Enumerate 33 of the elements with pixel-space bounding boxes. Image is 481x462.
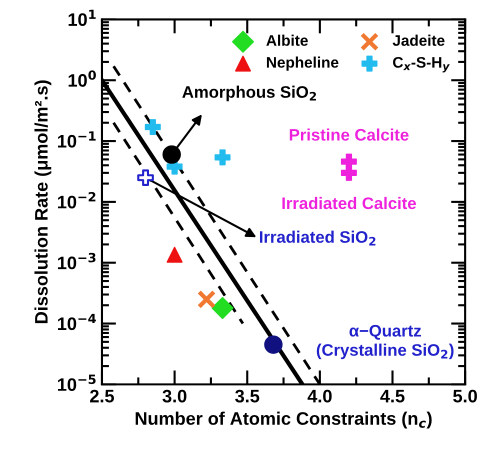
- annotation: Amorphous SiO$_{2}$: [182, 86, 316, 102]
- annotation: Irradiated SiO$_{2}$: [260, 230, 376, 246]
- point: [340, 164, 357, 181]
- x-tick-label: 3.5: [235, 390, 260, 403]
- point: [144, 119, 161, 136]
- legend-label: C$_{x}$-S-H$_{y}$: [393, 56, 450, 72]
- point: [197, 290, 216, 309]
- y-tick-label: 10$^{0}$: [68, 70, 96, 87]
- annotation: Irradiated Calcite: [282, 196, 416, 210]
- y-tick-label: 10$^{−3}$: [58, 252, 96, 270]
- y-tick-label: 10$^{−5}$: [58, 374, 96, 391]
- point: [214, 149, 231, 166]
- annotation: Pristine Calcite: [290, 128, 409, 141]
- x-tick-label: 4.0: [308, 390, 332, 403]
- y-tick-label: 10$^{−4}$: [58, 314, 96, 330]
- x-tick-label: 5.0: [453, 390, 477, 403]
- legend-label: Jadeite: [392, 34, 445, 46]
- point: [162, 145, 181, 164]
- x-axis-title: Number of Atomic Constraints (n$_{c}$): [136, 412, 432, 428]
- x-tick-label: 4.5: [380, 390, 405, 403]
- annotation: α−Quartz (Crystalline SiO$_{2}$): [316, 324, 454, 360]
- x-tick-label: 3.0: [162, 390, 186, 403]
- point: [264, 335, 283, 354]
- point: [166, 246, 183, 263]
- x-tick-label: 2.5: [90, 390, 114, 403]
- point: [137, 169, 154, 186]
- legend-label: Albite: [266, 34, 308, 46]
- legend-label: Nepheline: [266, 56, 338, 71]
- y-tick-label: 10$^{1}$: [68, 10, 96, 26]
- point: [212, 297, 234, 320]
- y-axis-title: Dissolution Rate (μmol/m².s): [34, 80, 52, 324]
- y-tick-label: 10$^{−1}$: [58, 131, 96, 148]
- y-tick-label: 10$^{−2}$: [58, 192, 96, 208]
